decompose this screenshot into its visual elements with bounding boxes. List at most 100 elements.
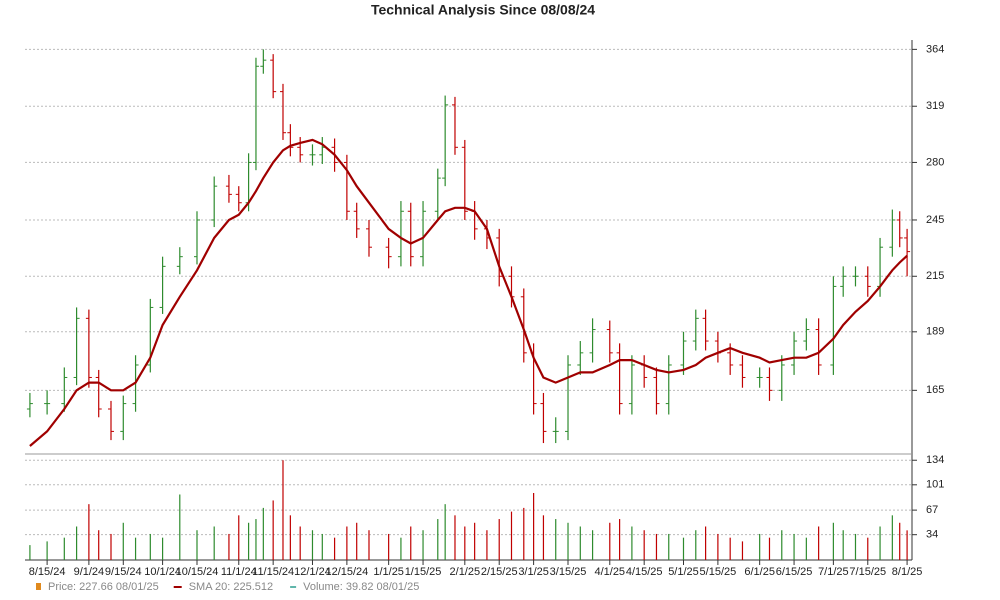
volume-bar <box>410 526 412 560</box>
volume-bar <box>272 500 274 560</box>
volume-bar <box>255 519 257 560</box>
x-tick-label: 2/1/25 <box>450 566 481 578</box>
volume-bar <box>311 530 314 560</box>
volume-bar <box>247 522 250 560</box>
legend-label: Price: 227.66 08/01/25 <box>48 581 159 593</box>
volume-bar <box>619 519 621 560</box>
volume-bar <box>668 533 670 560</box>
volume-bar <box>464 526 466 560</box>
legend-label: SMA 20: 225.512 <box>189 581 273 593</box>
volume-bar <box>768 537 771 560</box>
x-tick-label: 6/1/25 <box>744 566 775 578</box>
volume-bar <box>228 533 230 560</box>
volume-bar <box>161 537 164 560</box>
volume-bar <box>149 533 151 560</box>
legend-label: Volume: 39.82 08/01/25 <box>303 581 419 593</box>
volume-bar <box>695 530 697 560</box>
volume-bar <box>422 530 424 560</box>
volume-bar <box>498 519 500 560</box>
x-tick-label: 11/1/24 <box>221 566 257 578</box>
volume-bar <box>179 494 181 560</box>
volume-bar <box>579 526 581 560</box>
volume-bar <box>879 526 881 560</box>
x-tick-label: 2/15/25 <box>481 566 518 578</box>
volume-bar <box>609 522 611 560</box>
y-tick-label: 134 <box>926 454 944 466</box>
x-tick-label: 4/1/25 <box>594 566 625 578</box>
y-tick-label: 364 <box>926 43 944 55</box>
volume-bar <box>346 526 348 560</box>
volume-bar <box>717 533 719 560</box>
volume-bar <box>238 515 240 560</box>
volume-bar <box>591 530 594 560</box>
volume-bar <box>741 541 744 560</box>
volume-bar <box>486 530 488 560</box>
volume-bar <box>759 533 761 560</box>
volume-bar <box>262 507 264 560</box>
volume-bar <box>542 515 545 560</box>
y-tick-label: 34 <box>926 529 938 541</box>
volume-bar <box>805 537 807 560</box>
volume-bar <box>454 515 456 560</box>
legend-marker <box>36 583 41 590</box>
volume-bar <box>832 522 834 560</box>
x-tick-label: 12/1/24 <box>294 566 331 578</box>
volume-bar <box>333 537 336 560</box>
volume-bar <box>891 515 893 560</box>
volume-bar <box>643 530 645 560</box>
volume-bar <box>854 533 857 560</box>
volume-bar <box>510 511 513 560</box>
volume-bar <box>818 526 820 560</box>
y-tick-label: 165 <box>926 384 944 396</box>
volume-bar <box>110 533 112 560</box>
volume-bar <box>867 537 869 560</box>
volume-bar <box>289 515 291 560</box>
x-tick-label: 12/15/24 <box>325 566 368 578</box>
x-tick-label: 10/1/24 <box>144 566 181 578</box>
volume-bar <box>474 522 476 560</box>
volume-bar <box>682 537 685 560</box>
volume-bar <box>63 537 65 560</box>
sma-line <box>29 138 908 447</box>
y-tick-label: 319 <box>926 100 944 112</box>
chart-title: Technical Analysis Since 08/08/24 <box>371 2 595 18</box>
volume-bar <box>282 460 284 560</box>
x-tick-label: 9/1/24 <box>74 566 105 578</box>
volume-bar <box>88 504 90 560</box>
x-tick-label: 5/15/25 <box>700 566 737 578</box>
x-tick-label: 10/15/24 <box>176 566 219 578</box>
x-tick-label: 4/15/25 <box>626 566 663 578</box>
y-tick-label: 67 <box>926 504 938 516</box>
x-tick-label: 8/1/25 <box>892 566 923 578</box>
y-tick-label: 280 <box>926 156 944 168</box>
volume-bar <box>523 507 525 560</box>
volume-bar <box>437 519 439 560</box>
volume-bar <box>906 530 908 560</box>
volume-bar <box>213 526 215 560</box>
volume-bar <box>631 526 633 560</box>
x-tick-label: 9/15/24 <box>105 566 142 578</box>
x-tick-label: 6/15/25 <box>776 566 813 578</box>
volume-bar <box>46 541 48 560</box>
volume-bar <box>356 522 358 560</box>
volume-bar <box>842 530 844 560</box>
x-tick-label: 5/1/25 <box>668 566 699 578</box>
volume-bar <box>655 533 658 560</box>
volume-bar <box>196 530 198 560</box>
volume-bar <box>729 537 731 560</box>
y-tick-label: 215 <box>926 270 944 282</box>
volume-bar <box>98 530 100 560</box>
volume-bar <box>793 533 795 560</box>
volume-bar <box>444 504 446 560</box>
x-tick-label: 3/1/25 <box>518 566 549 578</box>
x-tick-label: 1/15/25 <box>405 566 442 578</box>
volume-bar <box>533 492 535 560</box>
volume-bar <box>400 537 402 560</box>
x-tick-label: 7/1/25 <box>818 566 849 578</box>
y-tick-label: 189 <box>926 326 944 338</box>
volume-bar <box>75 526 78 560</box>
x-tick-label: 11/15/24 <box>252 566 294 578</box>
volume-bar <box>134 537 137 560</box>
volume-bar <box>388 533 390 560</box>
